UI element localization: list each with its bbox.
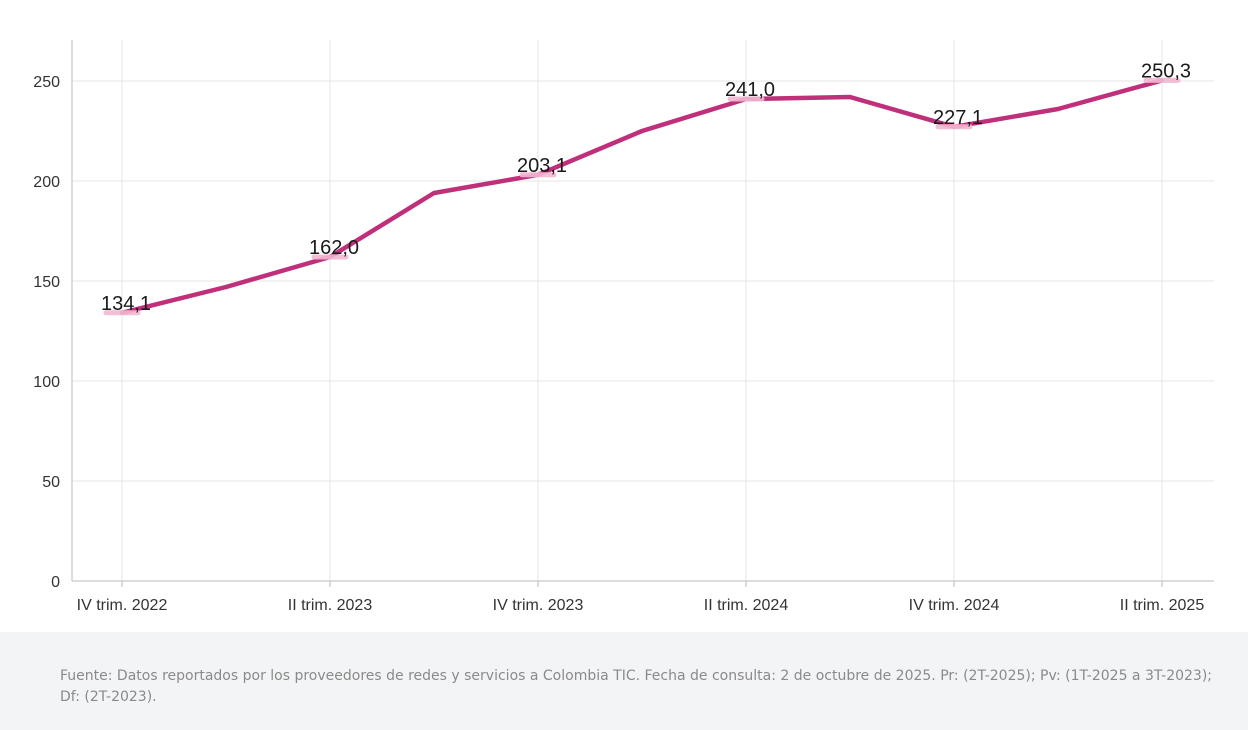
line-chart: 0 50 100 150 200 250 IV trim. 2022 II trim. 202…: [33, 40, 1214, 614]
data-point: [224, 285, 228, 289]
x-tick-label: IV trim. 2023: [493, 597, 584, 614]
data-point: [432, 191, 436, 195]
data-label: 250,3: [1141, 60, 1191, 82]
x-tick-label: IV trim. 2022: [77, 597, 168, 614]
y-tick-label: 250: [33, 74, 60, 91]
series-line: [119, 78, 1165, 316]
y-tick-label: 150: [33, 274, 60, 291]
data-label: 203,1: [517, 155, 567, 177]
footer: Fuente: Datos reportados por los proveed…: [0, 632, 1248, 730]
data-label: 227,1: [933, 107, 983, 129]
x-tick-label: II trim. 2023: [288, 597, 373, 614]
data-point: [1056, 107, 1060, 111]
x-tick-label: II trim. 2025: [1120, 597, 1205, 614]
data-label: 134,1: [101, 293, 151, 315]
chart-svg: 0 50 100 150 200 250 IV trim. 2022 II trim. 202…: [33, 40, 1214, 614]
source-note: Fuente: Datos reportados por los proveed…: [60, 668, 1212, 705]
data-label: 241,0: [725, 79, 775, 101]
x-tick-label: IV trim. 2024: [909, 597, 1000, 614]
data-label: 162,0: [309, 237, 359, 259]
y-tick-label: 100: [33, 374, 60, 391]
data-point: [848, 95, 852, 99]
y-tick-label: 200: [33, 174, 60, 191]
x-tick-label: II trim. 2024: [704, 597, 789, 614]
y-tick-label: 0: [51, 574, 60, 591]
y-tick-label: 50: [42, 474, 60, 491]
data-point: [640, 129, 644, 133]
